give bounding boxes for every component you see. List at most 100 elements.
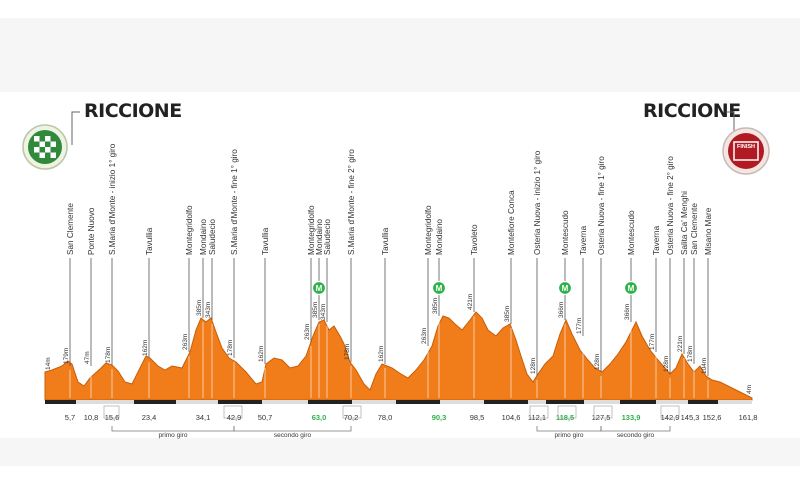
location-altitude: 162m (258, 346, 265, 362)
location-name: S.Maria d'Monte - fine 1° giro (230, 149, 239, 255)
km-axis-segment (308, 400, 352, 404)
location-km: 10,8 (84, 413, 99, 422)
lap-bracket (600, 426, 671, 432)
location-name: San Clemente (66, 203, 75, 255)
location-altitude: 162m (378, 346, 385, 362)
location-altitude: 47m (84, 351, 91, 364)
sprint-marker-icon: M (557, 280, 573, 296)
location-km: 118,5 (556, 413, 574, 422)
sprint-marker-icon: M (431, 280, 447, 296)
location-name: Saludecio (323, 219, 332, 255)
start-altitude: 14m (45, 357, 52, 370)
location-name: Osteria Nuova - inizio 1° giro (533, 150, 542, 255)
sprint-marker-symbol: M (436, 284, 443, 293)
location-name: S.Maria d'Monte - fine 2° giro (347, 149, 356, 255)
location-km: 145,3 (681, 413, 700, 422)
km-box (529, 405, 549, 419)
location-name: Mondaino (435, 219, 444, 255)
finish-icon: FINISH (722, 127, 770, 175)
start-bracket (71, 111, 80, 145)
location-altitude: 178m (105, 347, 112, 363)
location-km: 90,3 (432, 413, 447, 422)
lap-bracket (536, 426, 602, 432)
km-box (593, 405, 613, 419)
location-name: Montefiore Conca (507, 190, 516, 255)
location-km: 50,7 (258, 413, 273, 422)
location-km: 152,6 (703, 413, 722, 422)
location-km: 63,0 (312, 413, 327, 422)
sprint-marker-symbol: M (628, 284, 635, 293)
km-box (557, 405, 577, 419)
location-altitude: 421m (467, 294, 474, 310)
location-altitude: 179m (63, 348, 70, 364)
location-name: Mondaino (199, 219, 208, 255)
lap-label: secondo giro (617, 432, 655, 439)
location-altitude: 263m (304, 324, 311, 340)
location-name: Osteria Nuova - fine 1° giro (597, 156, 606, 255)
finish-altitude: 4m (746, 385, 753, 394)
location-name: Tavullia (261, 227, 270, 255)
location-altitude: 162m (142, 340, 149, 356)
location-km: 142,9 (661, 413, 680, 422)
location-altitude: 343m (320, 304, 327, 320)
location-altitude: 385m (432, 298, 439, 314)
location-km: 15,6 (105, 413, 120, 422)
km-box (103, 405, 120, 419)
location-altitude: 178m (687, 346, 694, 362)
location-name: Misano Mare (704, 207, 713, 255)
location-km: 34,1 (196, 413, 211, 422)
location-altitude: 263m (182, 334, 189, 350)
location-altitude: 385m (312, 302, 319, 318)
start-city-label: RICCIONE (84, 100, 182, 122)
km-axis-segment (396, 400, 440, 404)
location-name: Montegridolfo (424, 205, 433, 255)
location-altitude: 128m (530, 358, 537, 374)
location-altitude: 128m (663, 356, 670, 372)
location-altitude: 343m (205, 302, 212, 318)
location-km: 5,7 (65, 413, 75, 422)
location-altitude: 177m (649, 334, 656, 350)
km-axis-segment (484, 400, 528, 404)
elevation-profile-area (44, 311, 753, 401)
finish-km: 161,8 (739, 413, 758, 422)
location-name: Osteria Nuova - fine 2° giro (666, 156, 675, 255)
km-box (223, 405, 243, 419)
location-altitude: 178m (344, 344, 351, 360)
location-name: Taverna (652, 225, 661, 255)
location-altitude: 104m (701, 358, 708, 374)
location-name: Mondaino (315, 219, 324, 255)
km-axis-segment (620, 400, 656, 404)
location-name: Taverna (579, 225, 588, 255)
location-altitude: 366m (558, 302, 565, 318)
location-km: 127,5 (592, 413, 611, 422)
location-altitude: 366m (624, 304, 631, 320)
start-icon (22, 124, 68, 170)
location-km: 70,2 (344, 413, 359, 422)
km-axis-segment (218, 400, 262, 404)
header-band (0, 18, 800, 92)
finish-badge-text: FINISH (737, 144, 755, 150)
finish-city-label: RICCIONE (643, 100, 741, 122)
location-altitude: 178m (227, 340, 234, 356)
sprint-marker-icon: M (311, 280, 327, 296)
location-name: Montescudo (627, 210, 636, 255)
location-name: Montescudo (561, 210, 570, 255)
km-box (660, 405, 680, 419)
km-axis-segment (688, 400, 718, 404)
lap-label: primo giro (159, 432, 188, 439)
location-name: S.Maria d'Monte - inizio 1° giro (108, 143, 117, 255)
location-km: 42,9 (227, 413, 242, 422)
lap-label: primo giro (555, 432, 584, 439)
location-altitude: 128m (594, 354, 601, 370)
location-name: Salita Ca' Menghi (680, 191, 689, 255)
location-km: 78,0 (378, 413, 393, 422)
location-km: 133,9 (622, 413, 641, 422)
footer-band (0, 438, 800, 466)
location-altitude: 385m (196, 300, 203, 316)
lap-bracket (233, 426, 352, 432)
sprint-marker-icon: M (623, 280, 639, 296)
km-box (342, 405, 362, 419)
sprint-marker-symbol: M (316, 284, 323, 293)
lap-label: secondo giro (274, 432, 312, 439)
location-altitude: 263m (421, 328, 428, 344)
